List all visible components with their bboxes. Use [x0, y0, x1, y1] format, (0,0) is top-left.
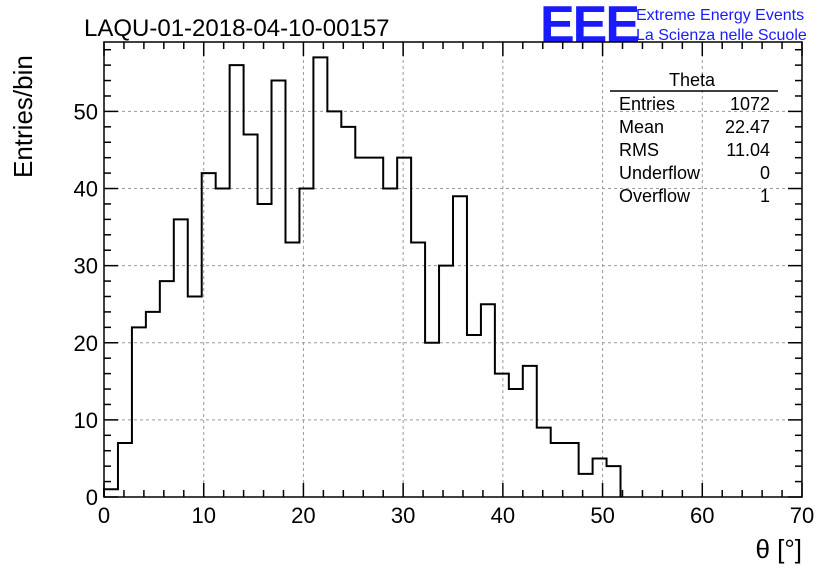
y-tick-label: 40: [74, 177, 98, 202]
stats-key: Overflow: [619, 186, 691, 206]
y-tick-label: 50: [74, 99, 98, 124]
histogram-bin: [355, 158, 369, 497]
x-axis-label: θ [°]: [755, 534, 802, 564]
histogram-bin: [537, 428, 551, 497]
y-tick-label: 0: [86, 485, 98, 510]
eee-logo-line-2: La Scienza nelle Scuole: [636, 27, 807, 44]
histogram-bin: [565, 443, 579, 497]
x-tick-label: 20: [291, 503, 315, 528]
histogram-bin: [439, 266, 453, 497]
eee-logo-text: EEE: [540, 0, 638, 54]
histogram-bin: [188, 296, 202, 497]
histogram-bin: [174, 219, 188, 497]
histogram-bin: [495, 374, 509, 497]
axes: [103, 41, 803, 498]
stats-title: Theta: [669, 70, 716, 90]
histogram-series: [103, 56, 622, 497]
y-axis-label: Entries/bin: [8, 55, 38, 178]
histogram-bin: [397, 158, 411, 497]
histogram-bin: [341, 127, 355, 497]
histogram-bin: [216, 189, 230, 497]
chart-title: LAQU-01-2018-04-10-00157: [84, 15, 390, 42]
y-tick-label: 10: [74, 408, 98, 433]
eee-logo-line-1: Extreme Energy Events: [636, 7, 804, 24]
histogram-bin: [383, 189, 397, 497]
histogram-bin: [313, 57, 327, 497]
histogram-bin: [467, 335, 481, 497]
plot-frame: [103, 41, 803, 498]
x-tick-label: 70: [790, 503, 814, 528]
histogram-bin: [593, 458, 607, 497]
stats-key: RMS: [619, 140, 659, 160]
x-tick-label: 60: [690, 503, 714, 528]
histogram-bin: [104, 489, 118, 497]
histogram-bin: [327, 111, 341, 497]
histogram-bin: [160, 281, 174, 497]
histogram: [103, 56, 622, 497]
histogram-bin: [118, 443, 132, 497]
histogram-bin: [299, 189, 313, 497]
stats-box: Theta Entries 1072 Mean 22.47 RMS 11.04 …: [610, 70, 778, 206]
histogram-bin: [607, 466, 621, 497]
x-tick-label: 40: [491, 503, 515, 528]
stats-key: Mean: [619, 117, 664, 137]
y-tick-label: 20: [74, 331, 98, 356]
histogram-bin: [509, 389, 523, 497]
histogram-bin: [132, 327, 146, 497]
x-tick-label: 50: [590, 503, 614, 528]
stats-value: 22.47: [725, 117, 770, 137]
stats-value: 1072: [730, 94, 770, 114]
x-tick-label: 0: [98, 503, 110, 528]
stats-value: 11.04: [726, 140, 770, 160]
stats-key: Entries: [619, 94, 675, 114]
histogram-bin: [425, 343, 439, 497]
histogram-bin: [244, 135, 258, 497]
histogram-bin: [285, 243, 299, 497]
histogram-bin: [272, 81, 286, 497]
stats-key: Underflow: [619, 163, 701, 183]
x-tick-label: 10: [191, 503, 215, 528]
histogram-bin: [579, 474, 593, 497]
histogram-bin: [453, 196, 467, 497]
stats-value: 1: [760, 186, 770, 206]
eee-logo: EEE Extreme Energy Events La Scienza nel…: [540, 0, 807, 54]
histogram-bin: [481, 304, 495, 497]
histogram-bin: [369, 158, 383, 497]
histogram-bin: [230, 65, 244, 497]
histogram-bin: [258, 204, 272, 497]
y-tick-label: 30: [74, 254, 98, 279]
x-tick-label: 30: [391, 503, 415, 528]
histogram-bin: [411, 243, 425, 497]
histogram-bin: [551, 443, 565, 497]
histogram-bin: [146, 312, 160, 497]
histogram-bin: [523, 366, 537, 497]
stats-value: 0: [760, 163, 770, 183]
histogram-bin: [202, 173, 216, 497]
